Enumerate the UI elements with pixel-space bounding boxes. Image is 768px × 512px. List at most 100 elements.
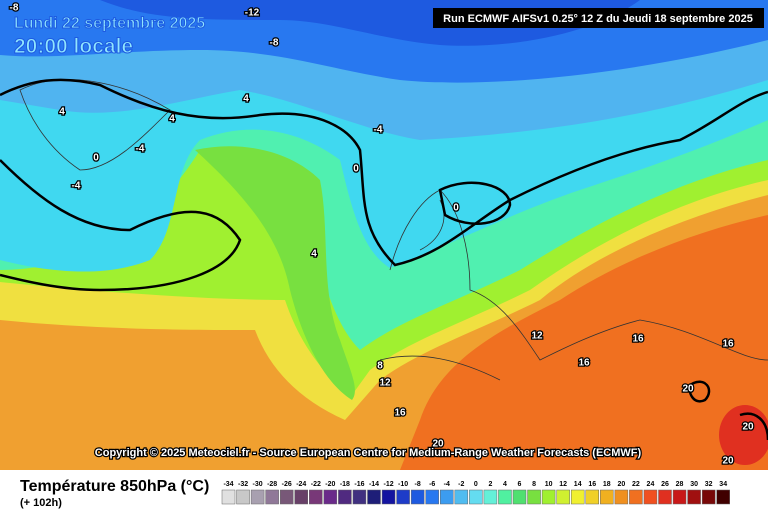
legend-swatch	[614, 489, 629, 505]
legend-label: 12	[559, 481, 567, 488]
coastline	[19, 79, 768, 381]
legend-swatch	[221, 489, 236, 505]
contour-label: -12	[245, 8, 260, 19]
zone-hot	[719, 405, 768, 465]
contour-label: 0	[93, 153, 99, 164]
legend-label: 10	[545, 481, 553, 488]
legend-label: 18	[603, 481, 611, 488]
contour-label: 20	[722, 456, 734, 467]
contour-label: -8	[10, 3, 19, 14]
legend-label: -24	[296, 481, 306, 488]
contour-label: 16	[722, 339, 734, 350]
legend-swatch	[425, 489, 439, 505]
legend-label: -34	[223, 481, 233, 488]
legend-swatch	[585, 489, 599, 505]
legend-label: -12	[383, 481, 393, 488]
legend-swatch	[556, 489, 570, 505]
legend-swatch	[338, 489, 352, 505]
run-info: Run ECMWF AIFSv1 0.25° 12 Z du Jeudi 18 …	[443, 13, 753, 25]
contour-label: 4	[59, 107, 65, 118]
legend-label: -32	[238, 481, 248, 488]
legend-label: 2	[488, 481, 492, 488]
legend-swatch	[294, 489, 308, 505]
contour-label: 4	[169, 114, 175, 125]
legend-swatch	[396, 489, 410, 505]
legend-swatch	[527, 489, 541, 505]
legend-label: 4	[503, 481, 507, 488]
contour-label: 0	[353, 164, 359, 175]
contour-label: 16	[394, 408, 406, 419]
legend-swatch	[600, 489, 614, 505]
legend-swatch	[236, 489, 250, 505]
legend-label: -16	[354, 481, 364, 488]
legend-swatch	[672, 489, 687, 505]
legend-label: 20	[617, 481, 625, 488]
legend-label: -22	[311, 481, 321, 488]
contour-label: 0	[453, 203, 459, 214]
legend-label: -26	[282, 481, 292, 488]
contour-label: 16	[578, 358, 590, 369]
contour-label: 8	[377, 361, 383, 372]
contour-label: 20	[432, 439, 444, 450]
legend-swatch	[309, 489, 323, 505]
contour-label: 16	[632, 334, 644, 345]
legend-label: -8	[415, 481, 421, 488]
contour-label: -4	[72, 181, 81, 192]
copyright: Copyright © 2025 Meteociel.fr - Source E…	[95, 447, 642, 459]
contour-label: -8	[270, 38, 279, 49]
legend-label: 6	[518, 481, 522, 488]
legend-swatch	[483, 489, 498, 505]
legend-swatch	[410, 489, 425, 505]
legend-label: 32	[705, 481, 713, 488]
legend-swatch	[454, 489, 469, 505]
legend-swatch	[498, 489, 512, 505]
legend-swatch	[570, 489, 585, 505]
legend-label: 30	[690, 481, 698, 488]
legend-label: 34	[719, 481, 727, 488]
legend-label: -2	[458, 481, 464, 488]
legend-swatch	[658, 489, 672, 505]
legend-label: -10	[398, 481, 408, 488]
zone-green-tongue	[195, 146, 355, 400]
legend-label: -18	[340, 481, 350, 488]
legend-label: -4	[444, 481, 450, 488]
legend-label: 16	[588, 481, 596, 488]
forecast-date: Lundi 22 septembre 2025	[14, 15, 205, 32]
legend-swatch	[687, 489, 701, 505]
legend-swatch	[265, 489, 279, 505]
legend-swatch	[381, 489, 396, 505]
contour-label: 4	[243, 94, 249, 105]
legend-label: 26	[661, 481, 669, 488]
footer-lead: (+ 102h)	[20, 497, 62, 509]
legend-swatch	[716, 489, 730, 505]
legend-swatch	[541, 489, 556, 505]
legend-swatch	[250, 489, 265, 505]
legend-label: 22	[632, 481, 640, 488]
contour-label: -4	[136, 144, 145, 155]
legend-swatch	[629, 489, 643, 505]
legend-swatch	[643, 489, 658, 505]
legend-swatch	[323, 489, 338, 505]
contour-label: 20	[742, 422, 754, 433]
legend-swatch	[469, 489, 483, 505]
legend-swatch	[701, 489, 716, 505]
legend-label: 8	[532, 481, 536, 488]
legend-swatch	[512, 489, 527, 505]
legend-label: 28	[676, 481, 684, 488]
legend-label: 14	[574, 481, 582, 488]
contour-label: 20	[682, 384, 694, 395]
contour-label: 4	[311, 249, 317, 260]
legend-swatch	[440, 489, 454, 505]
run-box	[433, 8, 764, 28]
legend-label: -20	[325, 481, 335, 488]
color-legend: -34 -32 -30 -28 -26 -24 -22 -20 -18 -16 -14 -12 -10-…	[221, 481, 730, 505]
legend-swatch	[367, 489, 381, 505]
legend-label: -28	[267, 481, 277, 488]
map: -8 -12 -8 4 4 4 -4 -4 0 0 -4 0 4 8 12 12…	[0, 0, 768, 470]
legend-label: 24	[647, 481, 655, 488]
contour-label: 12	[531, 331, 543, 342]
legend-label: -30	[253, 481, 263, 488]
legend-label: -6	[429, 481, 435, 488]
forecast-time: 20:00 locale	[14, 35, 133, 58]
